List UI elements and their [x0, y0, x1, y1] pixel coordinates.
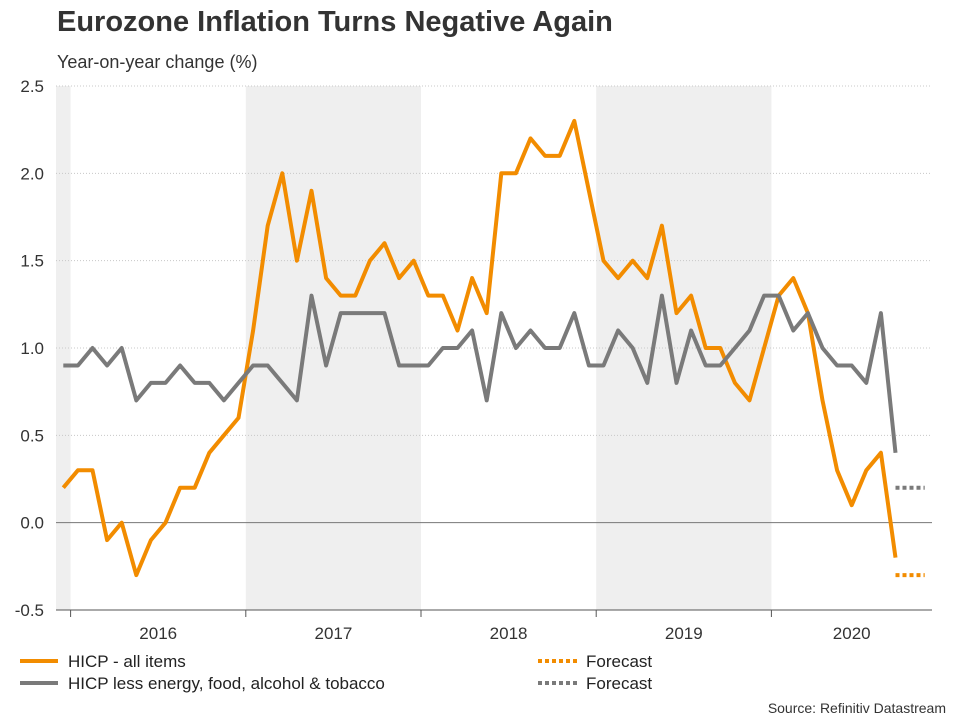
y-tick-label: 0.0 [20, 514, 44, 533]
source-note: Source: Refinitiv Datastream [768, 700, 946, 716]
series-layer [61, 118, 925, 578]
legend-label-core-forecast: Forecast [586, 674, 652, 693]
series-line-2 [63, 293, 898, 454]
y-tick-label: 2.0 [20, 164, 44, 183]
y-axis-ticks: -0.5 0.0 0.5 1.0 1.5 2.0 2.5 [15, 77, 44, 620]
y-tick-label: 2.5 [20, 77, 44, 96]
y-tick-label: 0.5 [20, 426, 44, 445]
x-tick-label: 2016 [139, 624, 177, 643]
legend-label-hicp-forecast: Forecast [586, 652, 652, 671]
x-tick-label: 2020 [833, 624, 871, 643]
x-tick-label: 2018 [490, 624, 528, 643]
y-tick-label: 1.5 [20, 252, 44, 271]
x-tick-label: 2019 [665, 624, 703, 643]
x-tick-label: 2017 [314, 624, 352, 643]
y-tick-label: -0.5 [15, 601, 44, 620]
legend-label-hicp: HICP - all items [68, 652, 186, 671]
chart-subtitle: Year-on-year change (%) [57, 52, 258, 72]
chart-title: Eurozone Inflation Turns Negative Again [57, 6, 613, 38]
shaded-year-2015 [56, 86, 71, 610]
y-tick-label: 1.0 [20, 339, 44, 358]
legend-label-core: HICP less energy, food, alcohol & tobacc… [68, 674, 385, 693]
series-line-0 [61, 118, 898, 578]
legend: HICP - all items Forecast HICP less ener… [20, 652, 652, 693]
x-axis-ticks: 2016 2017 2018 2019 2020 [70, 610, 871, 643]
